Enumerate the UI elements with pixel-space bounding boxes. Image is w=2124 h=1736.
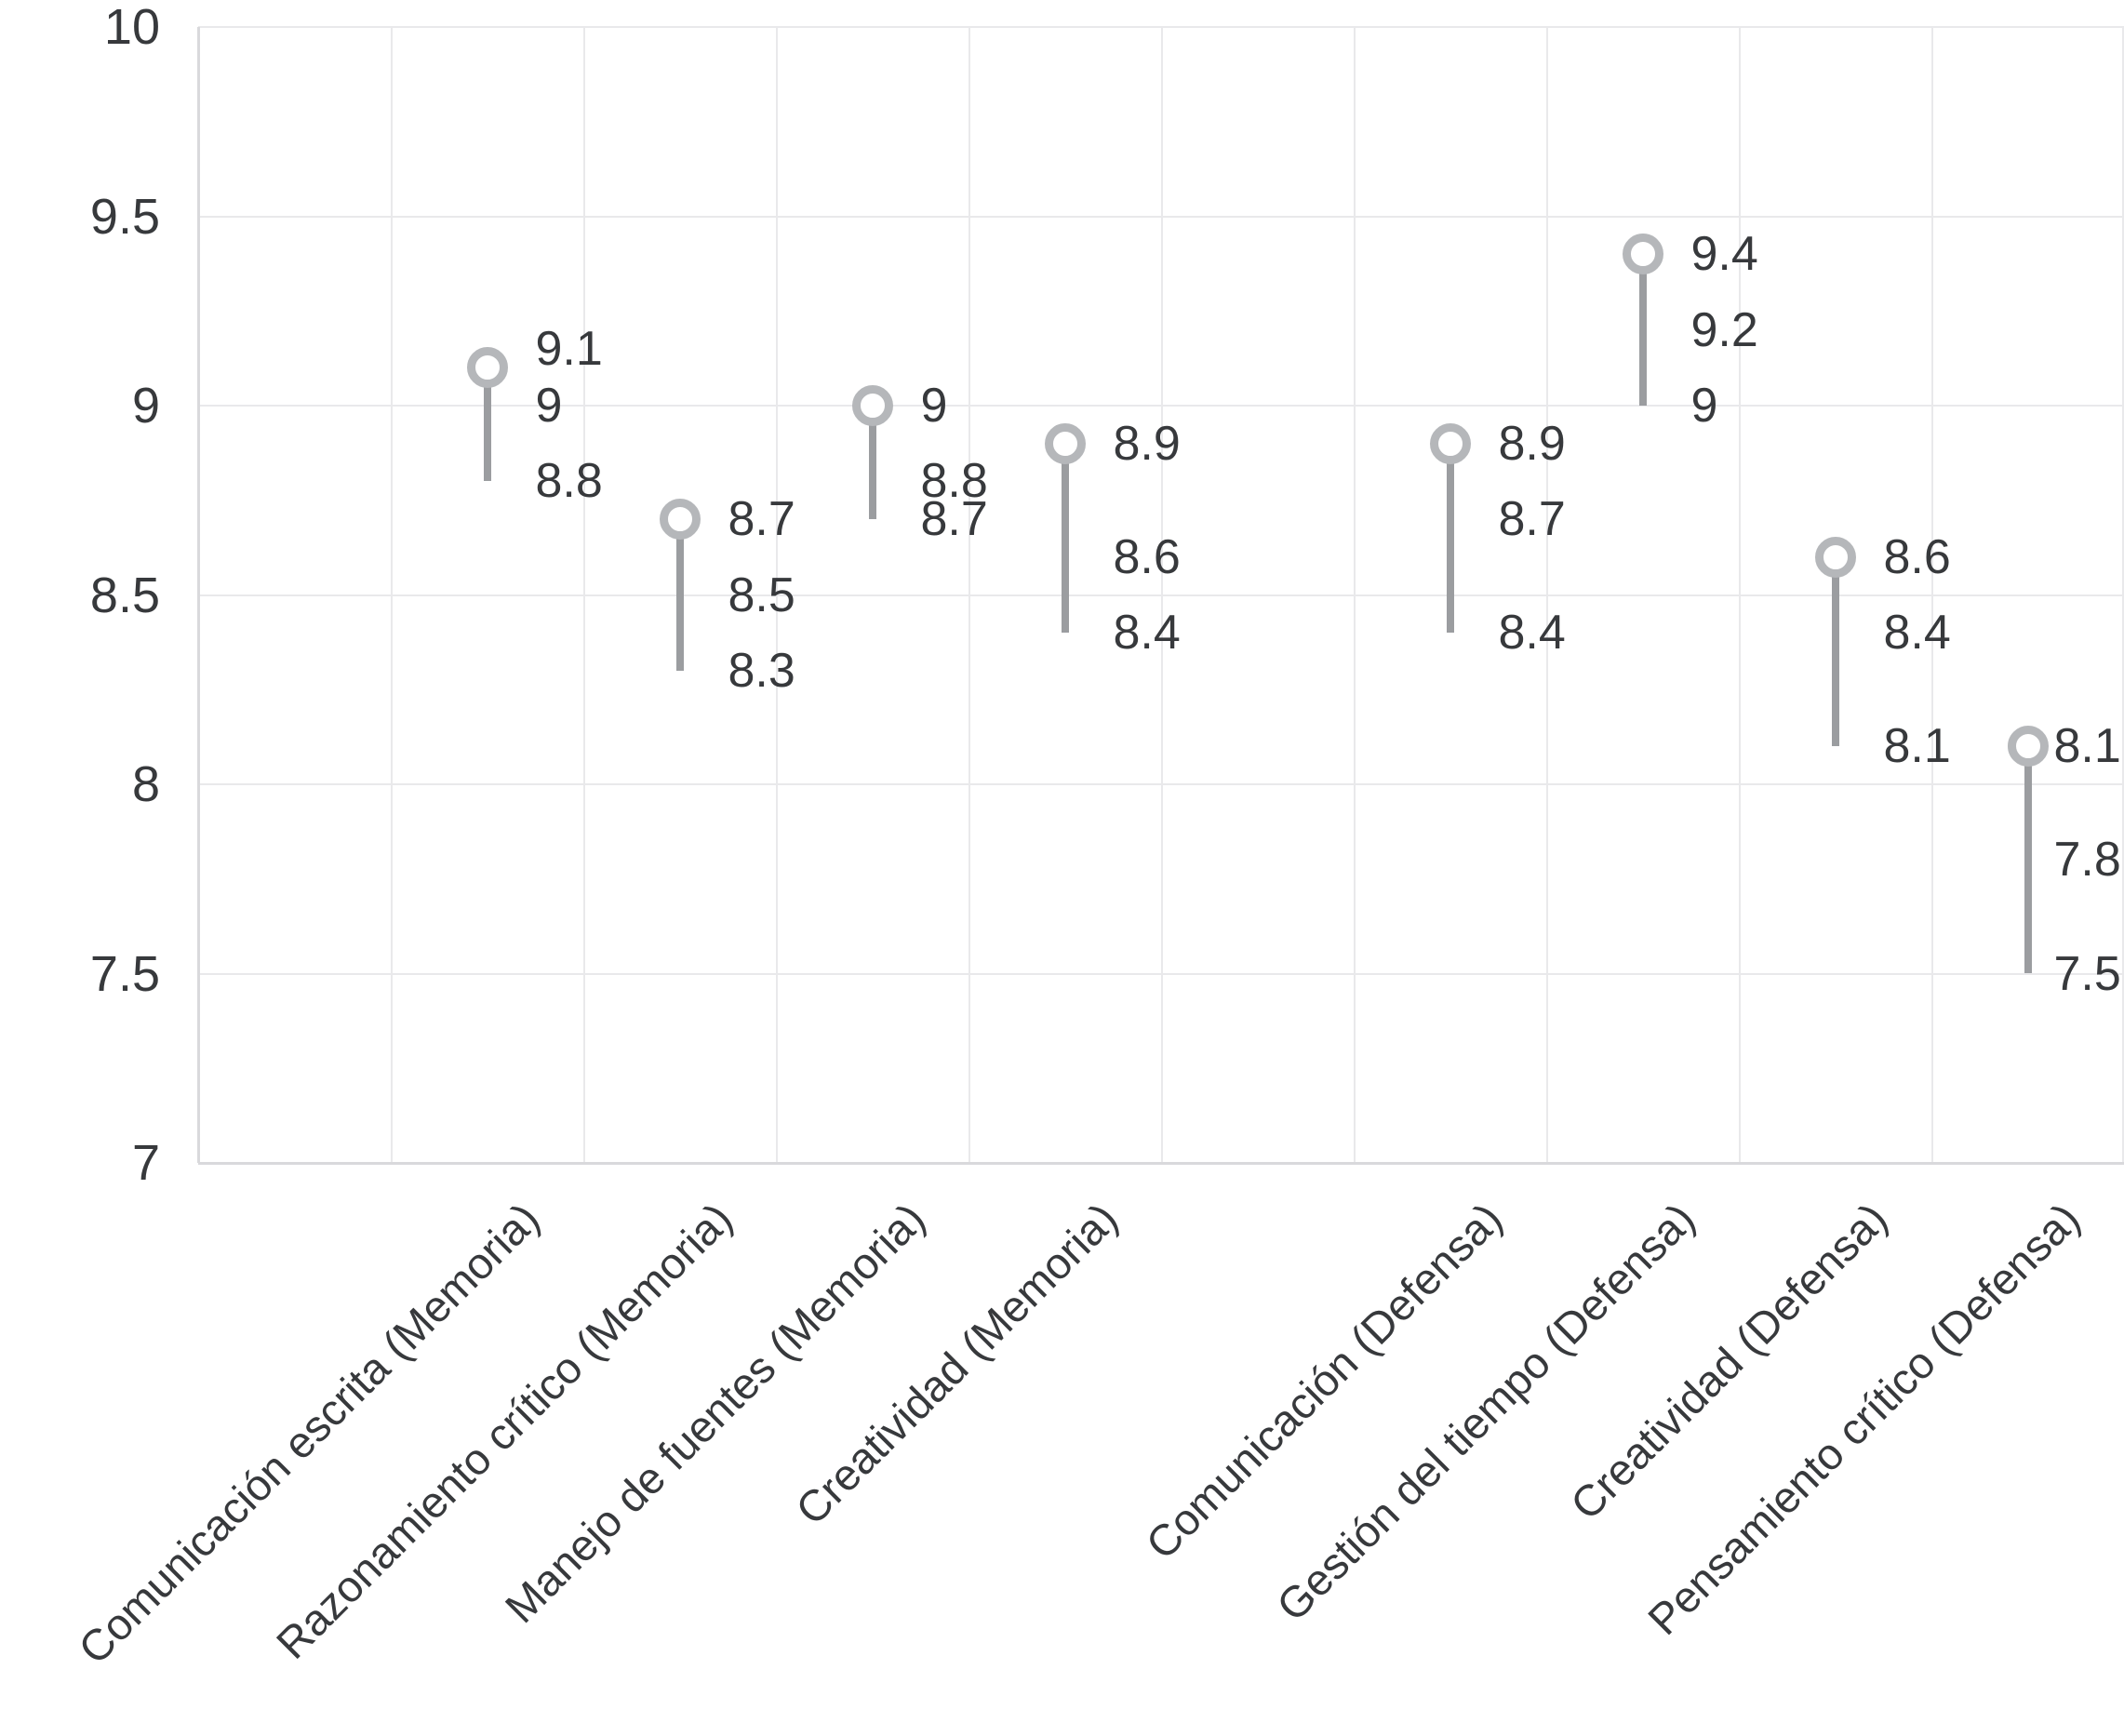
lollipop-marker-2: [851, 385, 893, 426]
y-tick-label-7: 7: [131, 1135, 160, 1191]
lollipop-stem-3: [1061, 459, 1069, 634]
value-label-max-5: 9.4: [1690, 227, 1758, 282]
gridline-vertical-5: [1161, 27, 1163, 1163]
y-tick-label-9.5: 9.5: [89, 188, 160, 245]
value-label-min-5: 9: [1690, 379, 1718, 433]
value-label-min-7: 7.5: [2053, 946, 2121, 1001]
gridline-vertical-1: [391, 27, 393, 1163]
lollipop-marker-7: [2007, 726, 2049, 768]
gridline-vertical-3: [776, 27, 778, 1163]
lollipop-stem-7: [2024, 762, 2032, 974]
x-tick-label-2: Manejo de fuentes (Memoria): [495, 1193, 934, 1633]
value-label-min-6: 8.1: [1883, 719, 1951, 774]
value-label-mid-5: 9.2: [1690, 302, 1758, 357]
gridline-vertical-7: [1546, 27, 1548, 1163]
value-label-max-3: 8.9: [1113, 416, 1181, 471]
y-tick-label-9: 9: [131, 378, 160, 434]
x-tick-label-4: Comunicación (Defensa): [1136, 1193, 1512, 1569]
value-label-mid-6: 8.4: [1883, 606, 1951, 661]
gridline-vertical-2: [583, 27, 585, 1163]
y-tick-label-7.5: 7.5: [89, 945, 160, 1002]
value-label-mid-2: 8.8: [920, 454, 988, 509]
lollipop-marker-5: [1622, 234, 1663, 275]
y-tick-label-8.5: 8.5: [89, 567, 160, 623]
x-tick-label-3: Creatividad (Memoria): [785, 1193, 1127, 1534]
gridline-vertical-6: [1354, 27, 1356, 1163]
lollipop-marker-4: [1429, 422, 1471, 464]
value-label-mid-0: 9: [535, 379, 563, 433]
gridline-vertical-8: [1739, 27, 1741, 1163]
value-label-min-1: 8.3: [728, 643, 795, 698]
y-axis-line: [197, 27, 200, 1163]
value-label-max-7: 8.1: [2053, 719, 2121, 774]
value-label-min-4: 8.4: [1498, 606, 1566, 661]
value-label-min-0: 8.8: [535, 454, 603, 509]
lollipop-stem-0: [483, 383, 491, 482]
y-tick-label-8: 8: [131, 756, 160, 812]
value-label-max-0: 9.1: [535, 322, 603, 377]
value-label-min-3: 8.4: [1113, 606, 1181, 661]
lollipop-stem-5: [1638, 270, 1647, 406]
value-label-max-1: 8.7: [728, 492, 795, 547]
value-label-min-2: 8.7: [920, 492, 988, 547]
gridline-vertical-4: [968, 27, 970, 1163]
x-tick-label-6: Creatividad (Defensa): [1560, 1193, 1897, 1529]
value-label-mid-4: 8.7: [1498, 492, 1566, 547]
value-label-mid-3: 8.6: [1113, 529, 1181, 584]
lollipop-stem-1: [675, 535, 684, 671]
value-label-mid-7: 7.8: [2053, 833, 2121, 888]
y-tick-label-10: 10: [103, 0, 160, 55]
lollipop-marker-0: [466, 347, 508, 389]
value-label-mid-1: 8.5: [728, 568, 795, 622]
lollipop-marker-3: [1044, 422, 1086, 464]
lollipop-marker-6: [1814, 536, 1856, 578]
value-label-max-4: 8.9: [1498, 416, 1566, 471]
gridline-vertical-10: [2122, 27, 2124, 1163]
lollipop-stem-4: [1446, 459, 1454, 634]
x-axis-line: [198, 1162, 2124, 1165]
lollipop-stem-2: [868, 421, 876, 520]
lollipop-marker-1: [659, 499, 701, 541]
value-label-max-2: 9: [920, 379, 948, 433]
value-label-max-6: 8.6: [1883, 529, 1951, 584]
lollipop-stem-6: [1831, 572, 1839, 747]
gridline-vertical-9: [1931, 27, 1933, 1163]
